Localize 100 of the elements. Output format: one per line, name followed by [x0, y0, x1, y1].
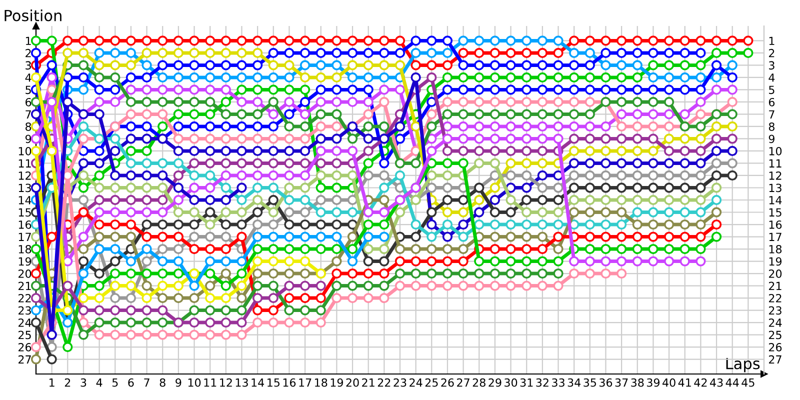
x-tick-label: 29	[488, 378, 502, 387]
y-tick-label: 27	[18, 355, 31, 364]
y2-tick-label: 9	[768, 134, 774, 144]
x-tick-label: 3	[80, 378, 86, 387]
y2-tick-label: 6	[768, 98, 775, 106]
x-tick-label: 4	[96, 378, 102, 387]
x-tick-label: 9	[176, 378, 182, 387]
x-tick-label: 38	[631, 378, 644, 387]
y-tick-label: 19	[18, 257, 32, 266]
x-tick-label: 35	[584, 378, 596, 387]
y2-tick-label: 21	[768, 282, 782, 290]
y2-tick-label: 13	[769, 184, 782, 192]
y2-tick-label: 11	[769, 159, 782, 168]
y2-tick-label: 18	[769, 244, 782, 254]
y2-tick-label: 26	[768, 343, 782, 352]
y2-tick-label: 10	[769, 146, 782, 156]
y-tick-label: 23	[18, 306, 31, 315]
y-tick-label: 1	[26, 36, 31, 45]
y-tick-label: 5	[26, 86, 31, 94]
x-tick-label: 43	[710, 378, 723, 387]
x-tick-label: 32	[536, 378, 548, 387]
y2-tick-label: 19	[769, 257, 782, 266]
x-tick-label: 8	[160, 378, 166, 387]
y-tick-label: 26	[18, 343, 32, 352]
x-tick-label: 10	[188, 378, 201, 387]
y-tick-label: 12	[18, 171, 31, 180]
y2-tick-label: 5	[769, 86, 774, 94]
y-tick-label: 16	[18, 220, 32, 229]
y-tick-label: 24	[18, 318, 32, 327]
x-tick-label: 7	[144, 378, 150, 387]
y2-tick-label: 4	[768, 74, 775, 82]
x-tick-label: 25	[425, 378, 438, 387]
y-tick-label: 18	[18, 244, 32, 254]
y-tick-label: 20	[18, 269, 32, 278]
y-tick-label: 3	[26, 61, 31, 70]
x-tick-label: 12	[220, 378, 232, 387]
y-tick-label: 2	[26, 48, 31, 58]
y2-tick-label: 15	[769, 208, 782, 217]
y2-tick-label: 7	[769, 110, 774, 118]
y-tick-label: 25	[18, 330, 31, 340]
x-tick-label: 23	[394, 378, 406, 387]
x-tick-label: 36	[600, 378, 612, 387]
x-tick-label: 39	[646, 378, 660, 387]
y2-tick-label: 8	[768, 122, 774, 131]
x-tick-label: 41	[678, 378, 691, 387]
x-tick-label: 42	[694, 378, 707, 387]
x-tick-label: 22	[378, 378, 390, 387]
y-tick-label: 8	[26, 122, 32, 131]
x-tick-label: 40	[662, 378, 676, 387]
y2-tick-label: 20	[768, 269, 782, 278]
x-tick-label: 18	[315, 378, 328, 387]
y-tick-label: 11	[18, 159, 31, 168]
y2-tick-label: 14	[769, 196, 782, 204]
x-tick-label: 27	[457, 378, 470, 387]
y-tick-label: 9	[25, 134, 32, 144]
x-tick-label: 6	[128, 378, 134, 387]
x-tick-label: 44	[726, 378, 739, 387]
y-tick-label: 7	[26, 110, 31, 118]
x-tick-label: 15	[268, 378, 280, 387]
x-tick-label: 37	[615, 378, 628, 387]
y-tick-label: 15	[18, 208, 31, 217]
x-axis-title: Laps	[726, 358, 760, 372]
y-tick-label: 17	[18, 232, 31, 241]
y-axis-title: Position	[4, 9, 62, 22]
y2-tick-label: 3	[769, 61, 774, 70]
x-tick-label: 1	[50, 378, 54, 387]
y2-tick-label: 25	[768, 330, 782, 340]
y2-tick-label: 24	[768, 318, 782, 327]
x-tick-label: 26	[441, 378, 454, 387]
y2-tick-label: 16	[769, 220, 782, 229]
y-tick-label: 21	[18, 282, 31, 290]
y2-tick-label: 27	[768, 355, 782, 364]
y2-tick-label: 2	[768, 48, 774, 58]
y-tick-label: 22	[18, 294, 31, 302]
y-tick-label: 10	[18, 146, 32, 156]
y2-tick-label: 1	[769, 36, 774, 45]
x-tick-label: 16	[283, 378, 296, 387]
x-tick-label: 33	[552, 378, 564, 387]
x-tick-label: 17	[299, 378, 312, 387]
x-tick-label: 28	[472, 378, 486, 387]
y-tick-label: 4	[25, 74, 32, 82]
x-tick-label: 30	[504, 378, 518, 387]
x-tick-label: 5	[112, 378, 118, 387]
y-tick-label: 6	[26, 98, 32, 106]
x-tick-label: 11	[204, 378, 216, 387]
x-tick-label: 45	[742, 378, 754, 387]
y2-tick-label: 22	[768, 294, 782, 302]
x-tick-label: 14	[252, 378, 264, 387]
y2-tick-label: 17	[769, 232, 782, 241]
y-tick-label: 13	[18, 184, 31, 192]
x-tick-label: 13	[236, 378, 248, 387]
x-tick-label: 19	[330, 378, 343, 387]
y-tick-label: 14	[18, 196, 32, 204]
x-tick-label: 20	[346, 378, 359, 387]
x-tick-label: 21	[362, 378, 374, 387]
y2-tick-label: 23	[768, 306, 782, 315]
x-tick-label: 24	[410, 378, 422, 387]
x-tick-label: 2	[64, 378, 70, 387]
x-tick-label: 34	[568, 378, 581, 387]
y2-tick-label: 12	[769, 171, 782, 180]
